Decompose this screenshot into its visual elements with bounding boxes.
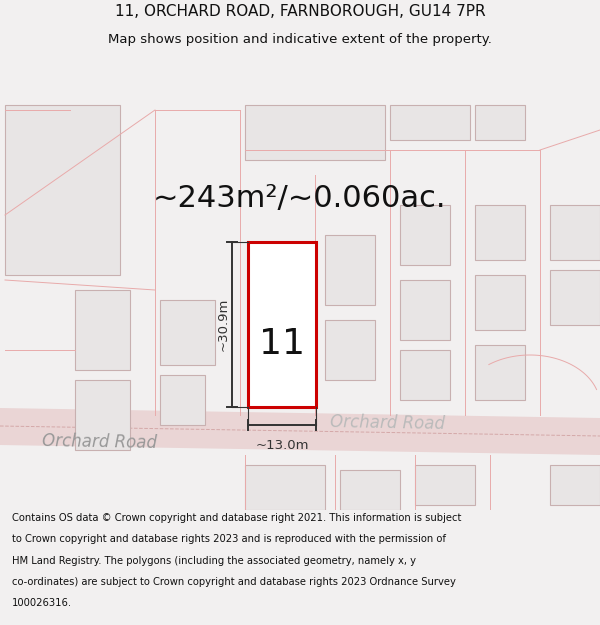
Bar — [400, 205, 450, 265]
Bar — [160, 300, 215, 365]
Text: Map shows position and indicative extent of the property.: Map shows position and indicative extent… — [108, 32, 492, 46]
Bar — [475, 105, 525, 140]
Bar — [475, 345, 525, 400]
Text: to Crown copyright and database rights 2023 and is reproduced with the permissio: to Crown copyright and database rights 2… — [12, 534, 446, 544]
Bar — [248, 242, 316, 407]
Text: Orchard Road: Orchard Road — [42, 432, 157, 452]
Text: HM Land Registry. The polygons (including the associated geometry, namely x, y: HM Land Registry. The polygons (includin… — [12, 556, 416, 566]
Bar — [340, 470, 400, 510]
Text: 11: 11 — [259, 328, 305, 361]
Text: ~13.0m: ~13.0m — [255, 439, 309, 452]
Bar — [400, 280, 450, 340]
Bar — [415, 465, 475, 505]
Bar — [325, 320, 375, 380]
Bar — [5, 105, 120, 275]
Bar — [245, 465, 325, 510]
Text: ~243m²/~0.060ac.: ~243m²/~0.060ac. — [153, 184, 447, 213]
Text: 100026316.: 100026316. — [12, 598, 72, 608]
Bar — [400, 350, 450, 400]
Text: Contains OS data © Crown copyright and database right 2021. This information is : Contains OS data © Crown copyright and d… — [12, 513, 461, 523]
Text: co-ordinates) are subject to Crown copyright and database rights 2023 Ordnance S: co-ordinates) are subject to Crown copyr… — [12, 577, 456, 587]
Bar — [390, 105, 470, 140]
Bar — [550, 270, 600, 325]
Bar — [550, 205, 600, 260]
Text: ~30.9m: ~30.9m — [217, 298, 229, 351]
Bar — [245, 105, 385, 160]
Text: 11, ORCHARD ROAD, FARNBOROUGH, GU14 7PR: 11, ORCHARD ROAD, FARNBOROUGH, GU14 7PR — [115, 4, 485, 19]
Bar — [75, 290, 130, 370]
Text: Orchard Road: Orchard Road — [330, 413, 445, 433]
Bar — [160, 375, 205, 425]
Bar — [75, 380, 130, 450]
Bar — [475, 205, 525, 260]
Bar — [325, 235, 375, 305]
Bar — [550, 465, 600, 505]
Bar — [475, 275, 525, 330]
Polygon shape — [0, 408, 600, 455]
